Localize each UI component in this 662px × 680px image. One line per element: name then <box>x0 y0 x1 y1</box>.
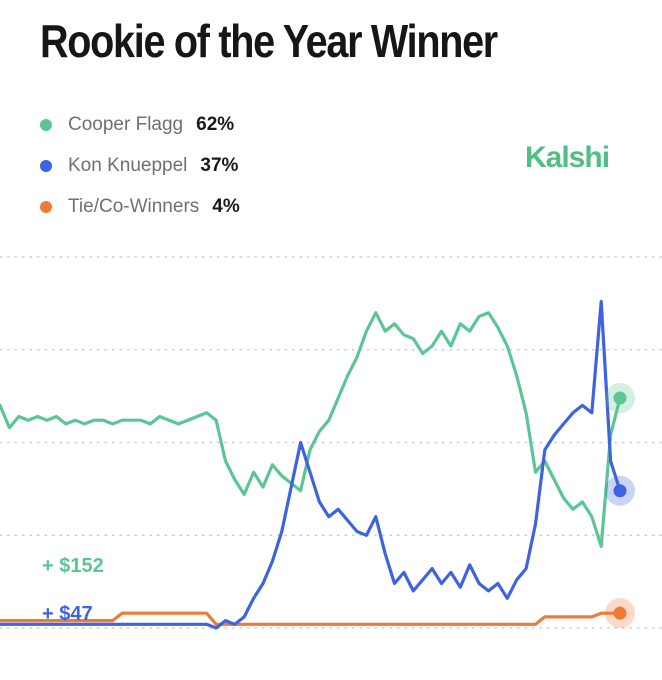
legend-value: 4% <box>212 195 240 217</box>
chart-end-markers <box>605 382 635 629</box>
legend-label: Kon Knueppel <box>68 154 188 176</box>
series-line-2 <box>0 611 622 626</box>
page-title: Rookie of the Year Winner <box>40 15 498 67</box>
legend-item-kon-knueppel: Kon Knueppel 37% <box>40 145 240 186</box>
chart-annotations: + $152 + $47 <box>42 555 104 625</box>
chart-legend: Cooper Flagg 62% Kon Knueppel 37% Tie/Co… <box>40 104 240 227</box>
series-line-0 <box>0 311 622 548</box>
end-marker-dot-0 <box>613 391 627 405</box>
series-line-1 <box>0 299 622 630</box>
legend-item-tie-co-winners: Tie/Co-Winners 4% <box>40 186 240 227</box>
legend-label: Cooper Flagg <box>68 113 184 135</box>
end-marker-dot-1 <box>613 484 627 498</box>
legend-value: 62% <box>196 113 235 135</box>
legend-dot-icon <box>40 200 52 213</box>
legend-item-cooper-flagg: Cooper Flagg 62% <box>40 104 240 145</box>
annotation-label-0: + $152 <box>42 555 104 577</box>
legend-value: 37% <box>200 154 239 176</box>
legend-label: Tie/Co-Winners <box>68 195 200 217</box>
legend-dot-icon <box>40 118 52 131</box>
kalshi-logo: Kalshi <box>525 141 610 174</box>
legend-dot-icon <box>40 159 52 172</box>
chart-series <box>0 299 622 630</box>
annotation-label-1: + $47 <box>42 603 93 625</box>
chart-grid <box>0 256 662 629</box>
end-marker-dot-2 <box>613 606 627 620</box>
